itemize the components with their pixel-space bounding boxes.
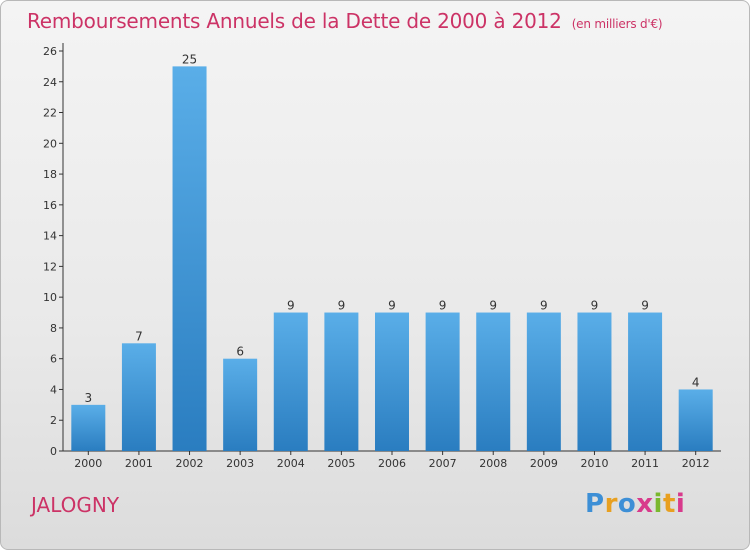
x-tick-label: 2002 [176, 457, 204, 470]
y-tick-label: 8 [50, 322, 57, 335]
logo-letter: r [604, 489, 618, 519]
logo-letter: i [653, 489, 663, 519]
bar-value-label: 9 [439, 299, 447, 313]
bar-value-label: 4 [692, 375, 700, 389]
y-tick-label: 10 [43, 291, 57, 304]
chart-unit: (en milliers d'€) [571, 17, 663, 31]
bar-value-label: 9 [338, 299, 346, 313]
chart-title: Remboursements Annuels de la Dette de 20… [27, 9, 663, 33]
bar [71, 404, 106, 451]
logo-letter: P [585, 489, 605, 519]
x-tick-label: 2009 [530, 457, 558, 470]
logo-letter: o [617, 489, 637, 519]
x-tick-label: 2006 [378, 457, 406, 470]
bars-group: 3 7 25 6 9 9 9 9 9 9 9 9 4 [71, 52, 713, 451]
logo-letter: i [675, 489, 686, 519]
bar [324, 312, 359, 451]
commune-name: JALOGNY [31, 493, 120, 517]
y-tick-label: 26 [43, 45, 57, 58]
y-tick-label: 16 [43, 199, 57, 212]
logo-letter: t [662, 489, 676, 519]
x-tick-label: 2008 [479, 457, 507, 470]
bar [526, 312, 561, 451]
bar-value-label: 25 [182, 52, 197, 66]
bar-value-label: 9 [591, 299, 599, 313]
bar [476, 312, 511, 451]
y-tick-label: 18 [43, 168, 57, 181]
bar-value-label: 3 [84, 391, 92, 405]
proxiti-logo: Proxiti [585, 489, 685, 519]
y-tick-label: 4 [50, 383, 57, 396]
y-tick-label: 0 [50, 445, 57, 458]
bar-value-label: 9 [388, 299, 396, 313]
bar-value-label: 7 [135, 329, 143, 343]
y-tick-label: 2 [50, 414, 57, 427]
x-tick-label: 2010 [580, 457, 608, 470]
x-tick-label: 2012 [682, 457, 710, 470]
bar [172, 66, 207, 451]
bar-value-label: 9 [540, 299, 548, 313]
y-tick-label: 14 [43, 230, 57, 243]
bar [577, 312, 612, 451]
bar-value-label: 9 [489, 299, 497, 313]
x-tick-label: 2001 [125, 457, 153, 470]
y-tick-label: 22 [43, 107, 57, 120]
x-tick-label: 2007 [429, 457, 457, 470]
x-tick-label: 2005 [327, 457, 355, 470]
y-tick-label: 6 [50, 353, 57, 366]
x-axis: 2000 2001 2002 2003 2004 2005 2006 2007 2008 2009… [63, 450, 721, 470]
x-tick-label: 2000 [74, 457, 102, 470]
x-tick-label: 2003 [226, 457, 254, 470]
x-tick-label: 2011 [631, 457, 659, 470]
bar [223, 358, 258, 451]
y-tick-label: 20 [43, 137, 57, 150]
bar-value-label: 9 [641, 299, 649, 313]
bar [121, 343, 156, 451]
y-tick-label: 12 [43, 260, 57, 273]
bar [425, 312, 460, 451]
bar [273, 312, 308, 451]
bar-value-label: 6 [236, 345, 244, 359]
bar [375, 312, 409, 451]
bar [678, 389, 713, 451]
bar [628, 312, 663, 451]
y-tick-label: 24 [43, 76, 57, 89]
x-tick-label: 2004 [277, 457, 305, 470]
bar-value-label: 9 [287, 299, 295, 313]
logo-letter: x [636, 489, 654, 519]
